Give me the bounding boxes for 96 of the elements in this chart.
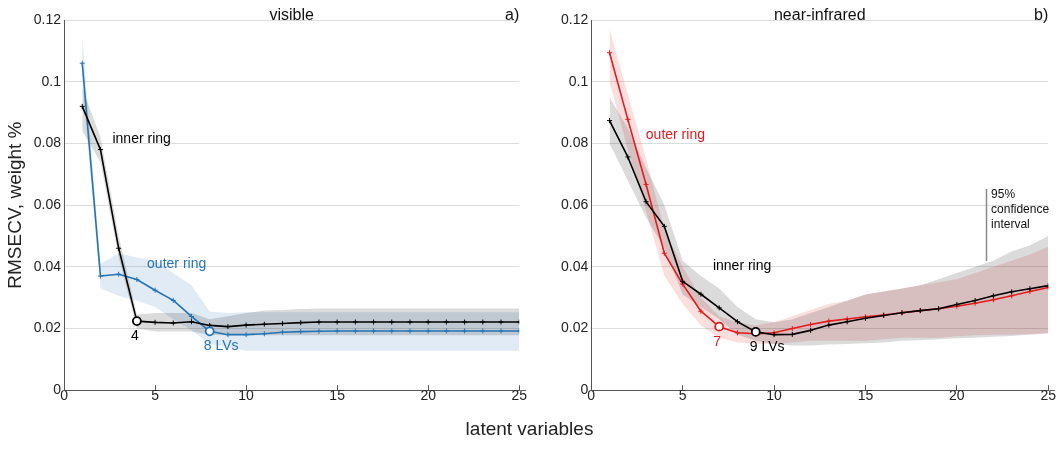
point: [425, 319, 432, 326]
x-tick-label: 10: [238, 387, 255, 404]
point: [115, 245, 122, 252]
chart-title: near-infrared: [773, 6, 866, 24]
point: [807, 321, 814, 328]
x-tick-label: 15: [329, 387, 346, 404]
x-tick-label: 25: [1040, 387, 1057, 404]
point: [807, 327, 814, 334]
y-tick-label: 0.04: [33, 257, 62, 274]
point: [315, 319, 322, 326]
series-label: inner ring: [112, 130, 171, 147]
x-tick-label: 5: [151, 387, 160, 404]
y-tick-label: 0.02: [561, 319, 589, 336]
point: [443, 327, 450, 334]
point: [789, 325, 796, 332]
point: [643, 198, 650, 205]
y-tick-label: 0.1: [568, 72, 589, 89]
point: [479, 327, 486, 334]
x-tick-label: 10: [766, 387, 783, 404]
point: [406, 319, 413, 326]
x-axis-title: latent variables: [464, 418, 595, 440]
y-tick-label: 0.12: [33, 10, 62, 27]
point: [498, 319, 505, 326]
point: [734, 318, 741, 325]
point: [697, 291, 704, 298]
point: [479, 319, 486, 326]
annotation: 8 LVs: [203, 337, 239, 354]
point: [461, 319, 468, 326]
point: [425, 327, 432, 334]
point: [661, 223, 668, 230]
point: [334, 327, 341, 334]
series-label: outer ring: [645, 126, 705, 143]
point: [170, 297, 177, 304]
y-tick-label: 0.04: [561, 257, 589, 274]
annotation: 95% confidence interval: [991, 186, 1050, 231]
point: [261, 330, 268, 337]
point: [406, 327, 413, 334]
chart-title: visible: [269, 6, 314, 24]
point: [297, 319, 304, 326]
y-tick-label: 0.02: [33, 319, 62, 336]
point: [224, 331, 231, 338]
point: [1008, 288, 1015, 295]
point: [97, 146, 104, 153]
series-label: inner ring: [712, 257, 772, 274]
point: [188, 313, 195, 320]
y-tick-label: 0.12: [561, 10, 589, 27]
point: [734, 329, 741, 336]
point: [498, 327, 505, 334]
point: [388, 327, 395, 334]
point: [661, 250, 668, 257]
y-tick-label: 0.1: [41, 72, 62, 89]
point: [188, 318, 195, 325]
point: [152, 319, 159, 326]
annotation: b): [1033, 6, 1049, 24]
point: [697, 308, 704, 315]
annotation: a): [504, 6, 520, 24]
point: [643, 181, 650, 188]
y-tick-label: 0.08: [561, 134, 589, 151]
annotation: 7: [713, 332, 722, 349]
point: [825, 322, 832, 329]
annotation: 9 LVs: [749, 337, 785, 354]
point: [243, 331, 250, 338]
point: [133, 276, 140, 283]
x-tick-label: 25: [511, 387, 528, 404]
point: [352, 319, 359, 326]
point: [97, 273, 104, 280]
y-tick-label: 0.06: [561, 195, 589, 212]
x-tick-label: 20: [949, 387, 965, 404]
point: [352, 327, 359, 334]
point: [388, 319, 395, 326]
annotation: 4: [130, 326, 139, 343]
point: [461, 327, 468, 334]
point: [624, 153, 631, 160]
point: [370, 327, 377, 334]
y-axis-title: RMSECV, weight %: [3, 121, 25, 289]
point: [261, 321, 268, 328]
point: [334, 319, 341, 326]
point: [224, 323, 231, 330]
point: [170, 319, 177, 326]
y-tick-label: 0.08: [33, 134, 62, 151]
y-tick-label: 0.06: [33, 195, 62, 212]
point: [624, 116, 631, 123]
point: [115, 271, 122, 278]
point: [789, 331, 796, 338]
x-tick-label: 20: [420, 387, 437, 404]
x-tick-label: 15: [857, 387, 874, 404]
series-label: outer ring: [147, 255, 207, 272]
point: [370, 319, 377, 326]
point: [716, 304, 723, 311]
point: [152, 287, 159, 294]
point: [443, 319, 450, 326]
point: [243, 322, 250, 329]
point: [315, 328, 322, 335]
point: [825, 318, 832, 325]
point: [990, 292, 997, 299]
x-tick-label: 5: [678, 387, 687, 404]
